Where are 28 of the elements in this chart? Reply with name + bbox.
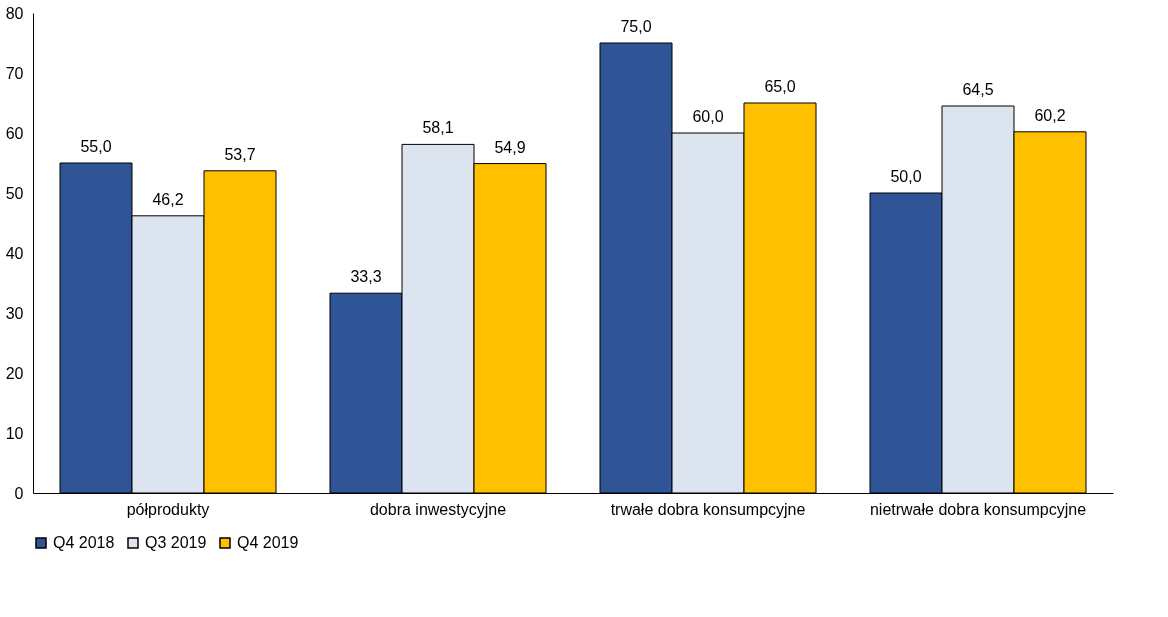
data-label: 60,0 (692, 108, 724, 125)
x-tick-label: nietrwałe dobra konsumpcyjne (869, 500, 1087, 518)
x-tick-label: dobra inwestycyjne (369, 500, 507, 518)
y-tick-label: 50 (5, 184, 24, 202)
x-tick-label: półprodukty (126, 500, 210, 518)
data-label: 75,0 (620, 18, 652, 35)
y-tick-label: 80 (5, 4, 24, 22)
y-tick-label: 30 (5, 304, 24, 322)
data-label: 53,7 (224, 145, 256, 163)
y-tick-label: 10 (5, 424, 24, 442)
legend-label: Q4 2018 (53, 534, 115, 551)
y-tick-label: 70 (5, 64, 24, 82)
data-label: 33,3 (350, 268, 382, 286)
data-label: 60,2 (1034, 106, 1066, 124)
x-tick-label: trwałe dobra konsumpcyjne (610, 500, 806, 518)
y-tick-label: 40 (5, 244, 24, 262)
y-tick-label: 60 (5, 124, 24, 142)
y-tick-label: 0 (14, 484, 24, 502)
data-label: 58,1 (422, 119, 454, 137)
data-label: 54,9 (494, 138, 526, 156)
data-label: 65,0 (764, 78, 796, 95)
legend-label: Q4 2019 (237, 534, 299, 551)
data-label: 46,2 (152, 190, 184, 208)
legend-label: Q3 2019 (145, 534, 207, 551)
data-label: 50,0 (890, 168, 922, 185)
data-label: 55,0 (80, 138, 112, 155)
data-label: 64,5 (962, 81, 994, 98)
y-tick-label: 20 (5, 364, 24, 382)
